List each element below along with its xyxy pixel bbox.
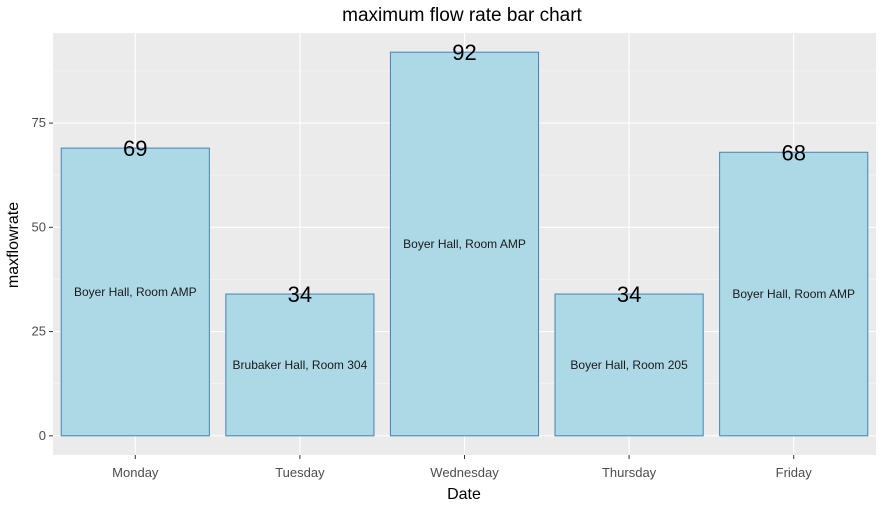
bar-value-label: 68 (781, 140, 805, 165)
x-tick-label: Friday (776, 465, 813, 480)
y-tick-label: 50 (32, 219, 46, 234)
bar (225, 293, 375, 437)
x-axis: Monday Tuesday Wednesday Thursday Friday (112, 455, 812, 480)
bar-room-label: Brubaker Hall, Room 304 (233, 358, 368, 372)
bar (60, 147, 210, 437)
y-tick-label: 75 (32, 115, 46, 130)
y-tick-label: 25 (32, 324, 46, 339)
bar (719, 151, 869, 437)
bar-room-label: Boyer Hall, Room AMP (732, 287, 855, 301)
x-tick-label: Tuesday (275, 465, 325, 480)
bar (554, 293, 704, 437)
y-axis-title: maxflowrate (5, 202, 22, 288)
bar-labels: 69 Boyer Hall, Room AMP 34 Brubaker Hall, R… (74, 40, 855, 372)
bar-value-label: 34 (288, 282, 312, 307)
x-tick-label: Wednesday (430, 465, 499, 480)
bar-room-label: Boyer Hall, Room AMP (403, 237, 526, 251)
bar-value-label: 34 (617, 282, 641, 307)
x-tick-label: Monday (112, 465, 159, 480)
bar-value-label: 92 (452, 40, 476, 65)
bar-room-label: Boyer Hall, Room 205 (570, 358, 688, 372)
bar (389, 51, 540, 437)
bars (60, 51, 869, 437)
x-axis-title: Date (447, 486, 481, 503)
bar-room-label: Boyer Hall, Room AMP (74, 285, 197, 299)
bar-value-label: 69 (123, 136, 147, 161)
y-tick-label: 0 (39, 428, 46, 443)
chart-title: maximum flow rate bar chart (342, 5, 582, 26)
x-tick-label: Thursday (602, 465, 657, 480)
y-axis: 0 25 50 75 (32, 115, 53, 443)
